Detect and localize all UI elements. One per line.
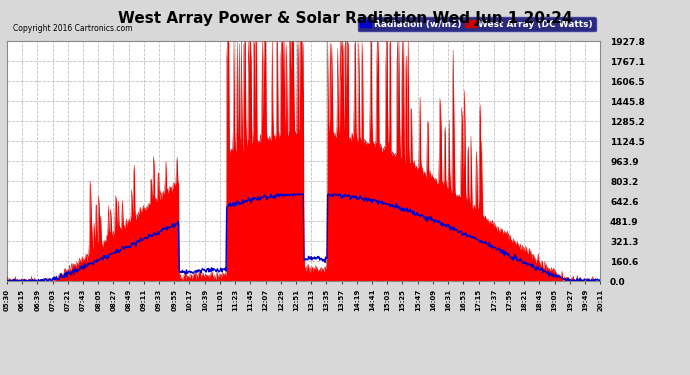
Text: Copyright 2016 Cartronics.com: Copyright 2016 Cartronics.com bbox=[13, 24, 132, 33]
Legend: Radiation (w/m2), West Array (DC Watts): Radiation (w/m2), West Array (DC Watts) bbox=[357, 17, 595, 32]
Text: West Array Power & Solar Radiation Wed Jun 1 20:24: West Array Power & Solar Radiation Wed J… bbox=[118, 11, 572, 26]
